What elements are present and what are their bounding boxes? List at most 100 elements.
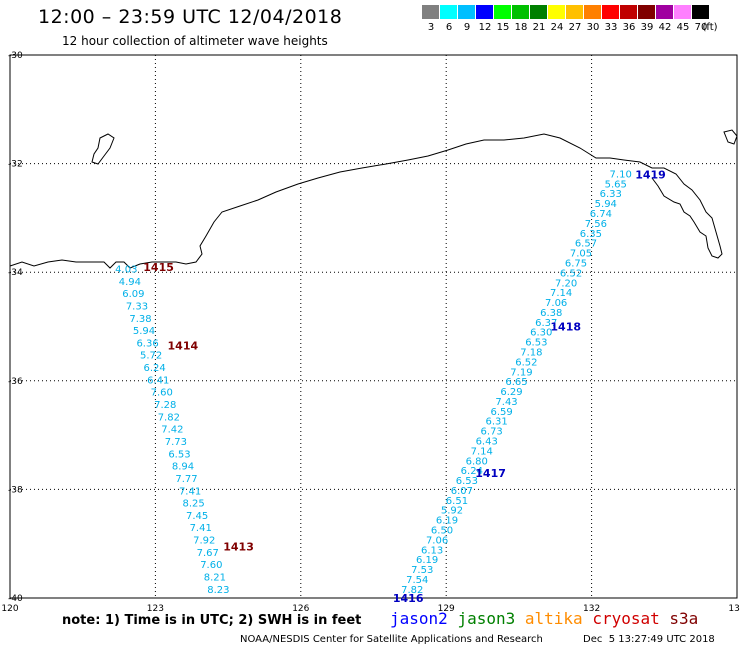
wave-height-value: 6.38 <box>540 308 562 319</box>
generated-timestamp: Dec 5 13:27:49 UTC 2018 <box>583 634 715 645</box>
lon-tick-label: 135 <box>728 604 740 614</box>
legend-jason3: jason3 <box>457 609 516 628</box>
wave-height-value: 6.41 <box>147 375 169 386</box>
scale-unit: (ft) <box>702 22 718 33</box>
lat-tick-label: -38 <box>8 485 23 495</box>
chart-title: 12:00 – 23:59 UTC 12/04/2018 <box>38 6 343 28</box>
scale-label: 39 <box>640 22 654 33</box>
pass-number-label: 1414 <box>168 340 199 353</box>
scale-swatch <box>476 5 493 19</box>
wave-height-value: 7.14 <box>550 288 572 299</box>
wave-height-value: 7.54 <box>406 575 428 586</box>
lat-tick-label: -30 <box>8 51 23 61</box>
scale-label: 9 <box>463 22 471 33</box>
wave-height-value: 6.35 <box>580 229 602 240</box>
lon-tick-label: 132 <box>583 604 600 614</box>
island-east <box>723 129 738 145</box>
scale-swatch <box>458 5 475 19</box>
pass-labels: 1415 1414 1413 1416 1417 1418 1419 <box>143 168 666 605</box>
island-west <box>91 133 115 165</box>
lon-tick-label: 129 <box>438 604 455 614</box>
wave-height-value: 7.05 <box>570 249 592 260</box>
scale-label: 36 <box>622 22 636 33</box>
lon-tick-label: 126 <box>292 604 309 614</box>
coastline <box>9 133 723 269</box>
pass-number-label: 1416 <box>393 592 424 605</box>
wave-height-value: 7.10 <box>610 169 632 180</box>
lon-tick-label: 123 <box>147 604 164 614</box>
wave-height-value: 7.38 <box>129 314 151 325</box>
scale-swatch <box>548 5 565 19</box>
satellite-legend: jason2 jason3 altika cryosat s3a <box>390 609 698 628</box>
wave-height-value: 6.50 <box>431 526 453 537</box>
wave-height-value: 6.52 <box>515 357 537 368</box>
scale-swatch <box>656 5 673 19</box>
lat-tick-label: -34 <box>8 268 23 278</box>
wave-height-value: 4.94 <box>119 277 141 288</box>
wave-height-value: 7.53 <box>411 565 433 576</box>
wave-height-value: 8.21 <box>204 573 226 584</box>
wave-height-value: 7.14 <box>471 446 493 457</box>
pass-number-label: 1417 <box>475 467 506 480</box>
wave-height-value: 6.19 <box>416 555 438 566</box>
wave-height-value: 7.06 <box>545 298 567 309</box>
wave-height-value: 6.53 <box>525 338 547 349</box>
wave-height-value: 5.94 <box>133 326 155 337</box>
wave-height-value: 6.73 <box>481 427 503 438</box>
scale-label: 45 <box>676 22 690 33</box>
wave-height-value: 7.41 <box>190 523 212 534</box>
legend-cryosat: cryosat <box>592 609 660 628</box>
wave-height-value: 6.33 <box>600 189 622 200</box>
credit-text: NOAA/NESDIS Center for Satellite Applica… <box>240 634 543 645</box>
wave-height-value: 6.53 <box>168 449 190 460</box>
wave-height-value: 7.73 <box>165 437 187 448</box>
wave-height-value: 7.42 <box>161 425 183 436</box>
wave-height-value: 8.23 <box>207 585 229 596</box>
legend-altika: altika <box>524 609 583 628</box>
wave-height-value: 6.37 <box>535 318 557 329</box>
scale-swatch <box>620 5 637 19</box>
scale-swatch <box>566 5 583 19</box>
pass-number-label: 1415 <box>143 261 174 274</box>
scale-swatch <box>638 5 655 19</box>
legend-s3a: s3a <box>669 609 699 628</box>
axis-labels: 120 123 126 129 132 135 -30 -32 -34 -36 -38 -40 <box>1 51 740 614</box>
scale-swatch <box>512 5 529 19</box>
wave-height-value: 6.52 <box>560 268 582 279</box>
scale-swatch <box>602 5 619 19</box>
wave-height-value: 6.65 <box>505 377 527 388</box>
scale-label: 27 <box>568 22 582 33</box>
wave-height-value: 7.33 <box>126 301 148 312</box>
wave-height-value: 6.29 <box>500 387 522 398</box>
wave-height-value: 6.57 <box>575 239 597 250</box>
scale-label: 24 <box>550 22 564 33</box>
footer-note: note: 1) Time is in UTC; 2) SWH is in fe… <box>62 613 362 628</box>
scale-label: 6 <box>445 22 453 33</box>
scale-swatch <box>674 5 691 19</box>
wave-height-value: 7.41 <box>179 486 201 497</box>
altimeter-tracks: 4.034.946.097.337.385.946.365.726.246.41… <box>115 169 632 595</box>
wave-height-value: 6.74 <box>590 209 612 220</box>
wave-height-value: 6.59 <box>490 407 512 418</box>
pass-number-label: 1419 <box>635 168 666 181</box>
lat-tick-label: -36 <box>8 377 23 387</box>
wave-height-value: 7.82 <box>158 412 180 423</box>
wave-height-value: 6.51 <box>446 496 468 507</box>
lat-tick-label: -40 <box>8 594 23 604</box>
wave-height-value: 6.07 <box>451 486 473 497</box>
wave-height-value: 5.94 <box>595 199 617 210</box>
scale-swatch <box>692 5 709 19</box>
scale-swatch <box>584 5 601 19</box>
wave-height-value: 6.24 <box>144 363 166 374</box>
wave-height-value: 7.82 <box>401 585 423 596</box>
wave-height-value: 6.75 <box>565 258 587 269</box>
wave-height-value: 7.60 <box>151 388 173 399</box>
wave-height-value: 8.94 <box>172 462 194 473</box>
wave-height-value: 5.65 <box>605 179 627 190</box>
graticule <box>10 55 737 598</box>
wave-height-value: 6.53 <box>456 476 478 487</box>
scale-label: 70 <box>694 22 708 33</box>
wave-height-value: 8.25 <box>182 499 204 510</box>
scale-label: 33 <box>604 22 618 33</box>
wave-height-value: 6.24 <box>461 466 483 477</box>
